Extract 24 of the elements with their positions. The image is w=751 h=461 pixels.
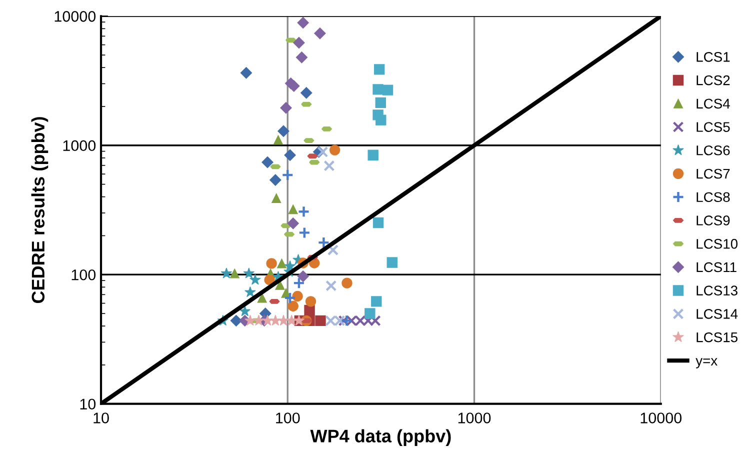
legend-label: LCS5 bbox=[696, 122, 730, 132]
x-tick-label: 10 bbox=[94, 412, 109, 424]
legend-label: LCS7 bbox=[696, 168, 730, 179]
x-tick-label: 1000 bbox=[458, 412, 491, 424]
legend-label: LCS4 bbox=[696, 98, 730, 109]
legend-label: LCS9 bbox=[696, 216, 730, 226]
x-tick-label: 10000 bbox=[640, 412, 682, 424]
y-tick-label: 100 bbox=[72, 269, 96, 280]
legend-label: LCS11 bbox=[696, 262, 736, 272]
y-tick-label: 10000 bbox=[54, 11, 96, 22]
x-tick-label: 100 bbox=[276, 412, 300, 424]
legend-label: LCS1 bbox=[696, 52, 730, 62]
legend-label: LCS13 bbox=[696, 286, 738, 296]
legend-label: LCS8 bbox=[696, 192, 730, 202]
x-axis-title: WP4 data (ppbv) bbox=[310, 429, 451, 446]
legend-label: y=x bbox=[696, 358, 718, 368]
legend-label: LCS6 bbox=[696, 145, 730, 156]
y-tick-label: 10 bbox=[80, 398, 96, 410]
y-axis-title: CEDRE results (ppbv) bbox=[31, 117, 48, 304]
legend-label: LCS10 bbox=[696, 238, 738, 249]
y-tick-label: 1000 bbox=[63, 140, 96, 152]
legend-label: LCS14 bbox=[696, 309, 738, 319]
legend-label: LCS2 bbox=[696, 75, 730, 86]
legend-label: LCS15 bbox=[696, 332, 738, 342]
